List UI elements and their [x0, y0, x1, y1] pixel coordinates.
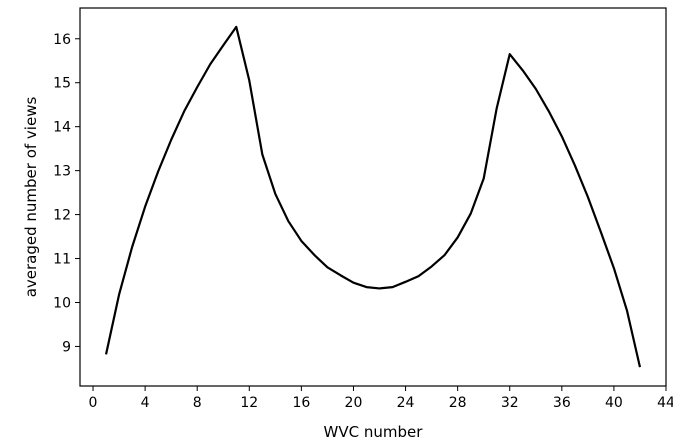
x-tick-label: 8 — [193, 395, 202, 411]
x-tick-label: 4 — [141, 395, 150, 411]
y-tick-label: 15 — [53, 76, 71, 92]
y-tick-label: 13 — [53, 164, 71, 180]
x-tick-label: 32 — [501, 395, 519, 411]
y-axis-label: averaged number of views — [22, 97, 40, 298]
x-tick-label: 20 — [345, 395, 363, 411]
x-tick-label: 16 — [292, 395, 310, 411]
x-tick-label: 24 — [397, 395, 415, 411]
y-axis-ticks: 9 10 11 12 13 14 15 16 — [53, 32, 80, 356]
x-tick-label: 36 — [553, 395, 571, 411]
y-tick-label: 9 — [62, 339, 71, 355]
y-tick-label: 16 — [53, 32, 71, 48]
y-tick-label: 14 — [53, 120, 71, 136]
x-tick-label: 40 — [605, 395, 623, 411]
x-tick-label: 28 — [449, 395, 467, 411]
x-tick-label: 44 — [657, 395, 673, 411]
x-axis-label: WVC number — [324, 423, 424, 441]
x-tick-label: 0 — [89, 395, 98, 411]
y-tick-label: 10 — [53, 295, 71, 311]
plot-area — [80, 8, 666, 386]
x-tick-label: 12 — [240, 395, 258, 411]
x-axis-ticks: 0 4 8 12 16 20 24 28 32 36 40 44 — [89, 386, 673, 411]
y-tick-label: 12 — [53, 208, 71, 224]
y-tick-label: 11 — [53, 252, 71, 268]
